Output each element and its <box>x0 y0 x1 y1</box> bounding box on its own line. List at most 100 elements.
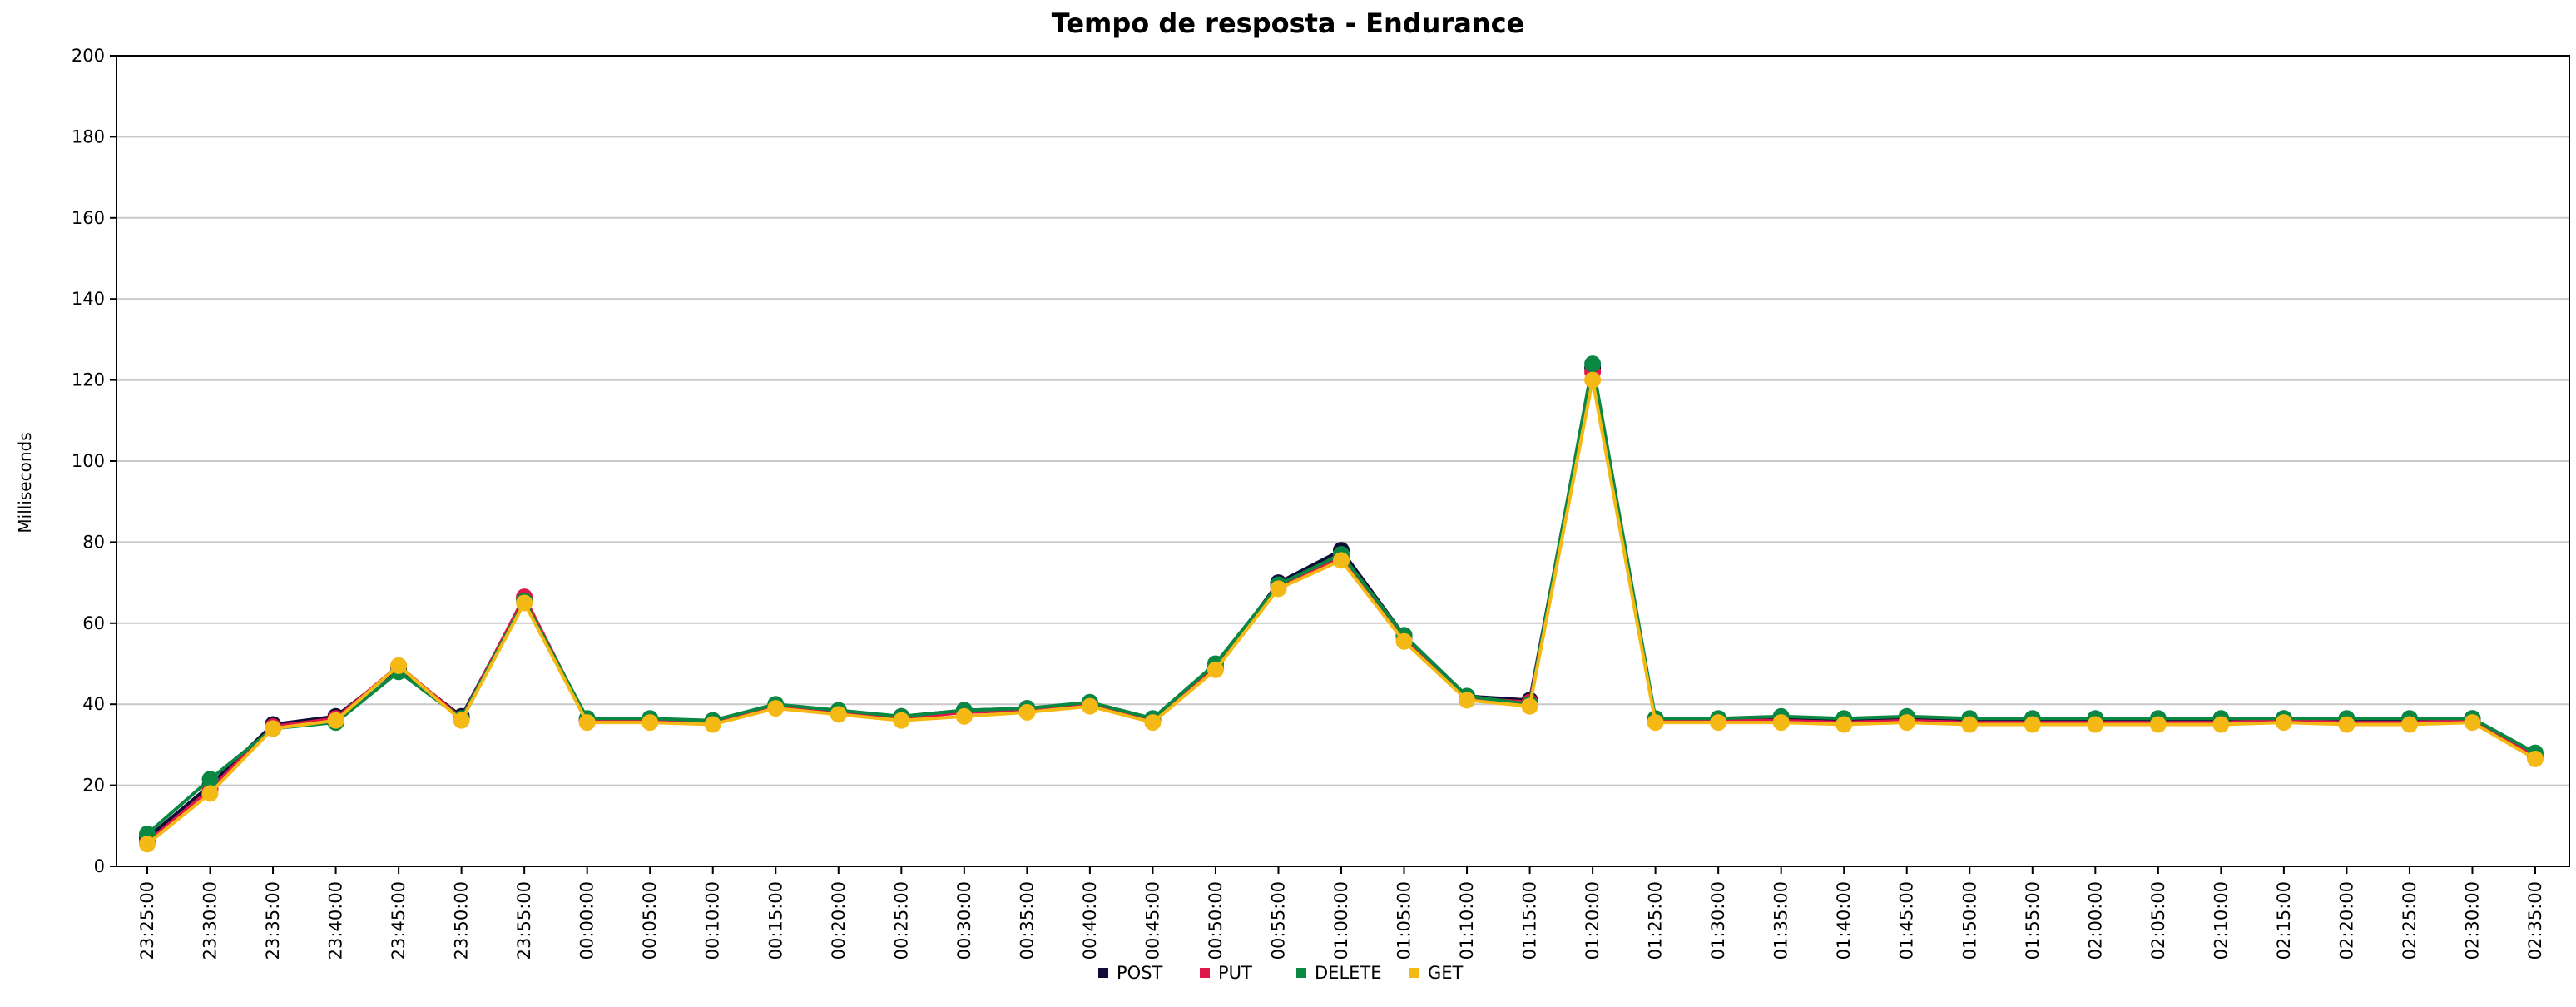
x-tick-label: 01:05:00 <box>1395 881 1414 960</box>
x-tick-label: 00:35:00 <box>1017 881 1037 960</box>
plot-frame <box>116 55 2570 867</box>
x-tick-label: 01:25:00 <box>1646 881 1666 960</box>
data-point-get <box>642 714 659 732</box>
series-line-get <box>146 378 2537 846</box>
data-point-get <box>327 712 344 729</box>
series-delete <box>139 355 2544 843</box>
x-tick-label: 01:10:00 <box>1457 881 1477 960</box>
chart-title: Tempo de resposta - Endurance <box>1052 7 1524 39</box>
x-tick-label: 00:55:00 <box>1268 881 1288 960</box>
data-point-delete <box>1584 355 1602 373</box>
legend-swatch-put <box>1200 968 1210 978</box>
x-tick-label: 23:55:00 <box>514 881 534 960</box>
x-tick-label: 01:30:00 <box>1708 881 1728 960</box>
data-point-get <box>2338 716 2356 733</box>
data-point-get <box>1333 552 1350 569</box>
y-tick-label: 160 <box>72 208 105 228</box>
y-tick-label: 80 <box>82 532 105 552</box>
series-line-put <box>146 370 2537 844</box>
legend-swatch-delete <box>1296 968 1306 978</box>
data-point-get <box>1459 692 1476 709</box>
x-tick-label: 01:40:00 <box>1834 881 1854 960</box>
x-tick-label: 23:30:00 <box>201 881 220 960</box>
data-point-get <box>1081 697 1098 715</box>
data-point-get <box>1710 714 1727 732</box>
y-tick-label: 100 <box>72 451 105 471</box>
legend-swatch-get <box>1409 968 1419 978</box>
data-point-get <box>830 706 847 723</box>
data-point-get <box>2527 750 2544 767</box>
y-tick-label: 120 <box>72 370 105 390</box>
data-point-get <box>1521 697 1538 715</box>
x-tick-label: 02:35:00 <box>2525 881 2545 960</box>
data-point-get <box>1206 661 1224 678</box>
x-tick-label: 23:45:00 <box>389 881 409 960</box>
data-point-get <box>1395 632 1413 650</box>
data-point-get <box>2024 716 2041 733</box>
x-tick-label: 02:25:00 <box>2400 881 2420 960</box>
legend-label-put: PUT <box>1218 963 1252 983</box>
x-tick-label: 00:30:00 <box>954 881 974 960</box>
data-point-get <box>2149 716 2167 733</box>
x-tick-label: 02:15:00 <box>2274 881 2294 960</box>
x-tick-label: 02:10:00 <box>2211 881 2231 960</box>
series-line-delete <box>146 362 2536 836</box>
x-tick-label: 00:25:00 <box>891 881 911 960</box>
series-get <box>139 371 2544 853</box>
y-axis-ticks: 0 20 40 60 80 100 120 140 160 180 200 <box>72 46 116 876</box>
legend-label-post: POST <box>1117 963 1163 983</box>
y-axis-label: Milliseconds <box>15 432 35 533</box>
x-tick-label: 00:15:00 <box>765 881 785 960</box>
y-tick-label: 140 <box>72 289 105 309</box>
x-tick-label: 00:05:00 <box>640 881 660 960</box>
x-tick-label: 00:40:00 <box>1080 881 1100 960</box>
x-tick-label: 01:45:00 <box>1897 881 1917 960</box>
data-point-get <box>1961 716 1979 733</box>
data-point-get <box>453 712 470 729</box>
data-point-get <box>2275 714 2292 732</box>
legend-label-delete: DELETE <box>1315 963 1382 983</box>
data-point-get <box>1270 580 1287 598</box>
y-tick-label: 180 <box>72 126 105 146</box>
data-point-get <box>265 720 282 737</box>
legend-swatch-post <box>1098 968 1108 978</box>
data-point-get <box>1647 714 1664 732</box>
x-tick-label: 00:00:00 <box>577 881 597 960</box>
data-point-get <box>2087 716 2104 733</box>
x-tick-label: 23:35:00 <box>263 881 283 960</box>
x-tick-label: 23:50:00 <box>452 881 472 960</box>
data-point-get <box>516 594 533 612</box>
x-tick-label: 23:40:00 <box>326 881 346 960</box>
x-tick-label: 00:45:00 <box>1142 881 1162 960</box>
data-point-get <box>578 714 596 732</box>
data-point-get <box>767 700 785 717</box>
x-tick-label: 01:50:00 <box>1959 881 1979 960</box>
data-point-get <box>1772 714 1790 732</box>
x-tick-label: 02:30:00 <box>2462 881 2482 960</box>
legend-label-get: GET <box>1428 963 1464 983</box>
data-point-get <box>2400 716 2418 733</box>
y-tick-label: 20 <box>82 776 105 796</box>
x-tick-label: 02:20:00 <box>2336 881 2356 960</box>
y-tick-label: 60 <box>82 613 105 633</box>
series-group <box>139 355 2544 853</box>
y-tick-label: 0 <box>94 856 105 876</box>
x-tick-label: 02:05:00 <box>2148 881 2168 960</box>
x-tick-label: 01:55:00 <box>2023 881 2043 960</box>
data-point-get <box>139 836 156 853</box>
x-tick-label: 23:25:00 <box>137 881 157 960</box>
data-point-get <box>201 785 219 802</box>
data-point-get <box>893 712 910 729</box>
x-tick-label: 02:00:00 <box>2085 881 2105 960</box>
data-point-get <box>1898 714 1915 732</box>
y-tick-label: 40 <box>82 694 105 714</box>
data-point-get <box>2212 716 2230 733</box>
legend: POST PUT DELETE GET <box>1098 963 1464 983</box>
data-point-get <box>1584 371 1602 389</box>
data-point-get <box>390 657 408 674</box>
data-point-get <box>955 707 973 725</box>
series-line-post <box>146 366 2537 840</box>
data-point-get <box>1144 714 1162 732</box>
data-point-get <box>2464 714 2481 732</box>
